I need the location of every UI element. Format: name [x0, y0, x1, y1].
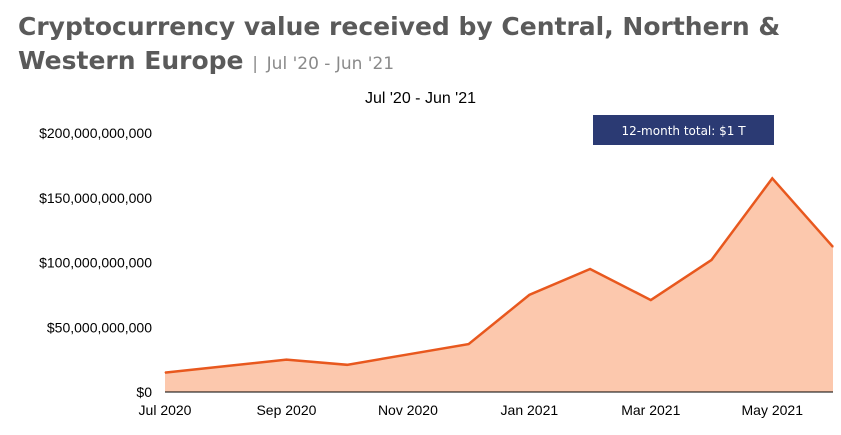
total-badge-background [593, 115, 774, 145]
x-tick-label: Nov 2020 [378, 402, 438, 418]
x-tick-label: May 2021 [742, 402, 804, 418]
data-point [407, 353, 409, 355]
y-axis: $0 $50,000,000,000 $100,000,000,000 $150,00… [39, 125, 152, 400]
total-badge: 12-month total: $1 T [593, 115, 774, 145]
x-tick-label: Jul 2020 [139, 402, 192, 418]
series-line [164, 176, 834, 374]
data-point [650, 299, 652, 301]
data-point [528, 294, 530, 296]
data-point [771, 177, 773, 179]
title-date-range: Jul '20 - Jun '21 [266, 54, 395, 74]
data-point [468, 343, 470, 345]
y-tick-label: $100,000,000,000 [39, 255, 152, 271]
y-tick-label: $200,000,000,000 [39, 125, 152, 141]
y-tick-label: $0 [136, 384, 152, 400]
x-axis: Jul 2020 Sep 2020 Nov 2020 Jan 2021 Mar 2021… [139, 402, 804, 418]
data-point [346, 364, 348, 366]
chart-title: Cryptocurrency value received by Central… [18, 10, 818, 81]
data-point [832, 246, 834, 248]
data-point [164, 372, 166, 374]
data-point [285, 359, 287, 361]
total-badge-label: 12-month total: $1 T [621, 124, 746, 138]
x-tick-label: Sep 2020 [256, 402, 316, 418]
chart-subtitle: Jul '20 - Jun '21 [364, 90, 477, 107]
chart-title-text: Cryptocurrency value received by Central… [18, 12, 781, 75]
y-tick-label: $150,000,000,000 [39, 190, 152, 206]
data-point [711, 259, 713, 261]
y-tick-label: $50,000,000,000 [47, 319, 152, 335]
data-point [225, 365, 227, 367]
x-tick-label: Jan 2021 [501, 402, 559, 418]
series-area [165, 178, 833, 392]
x-tick-label: Mar 2021 [621, 402, 680, 418]
series-group [164, 176, 834, 393]
data-point [589, 268, 591, 270]
title-separator: | [252, 54, 258, 74]
